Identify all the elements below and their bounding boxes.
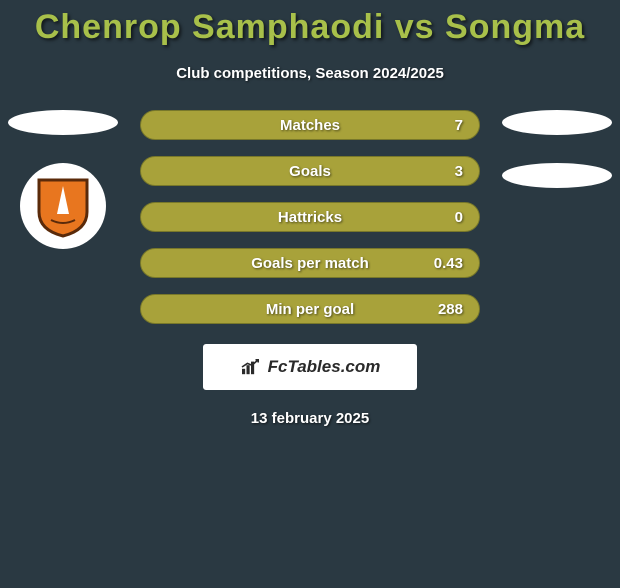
placeholder-ellipse <box>502 110 612 135</box>
stat-value: 7 <box>455 111 463 139</box>
stat-bar: Goals per match0.43 <box>140 248 480 278</box>
stat-value: 0 <box>455 203 463 231</box>
placeholder-ellipse <box>8 110 118 135</box>
content-area: Matches7Goals3Hattricks0Goals per match0… <box>0 110 620 324</box>
placeholder-ellipse <box>502 163 612 188</box>
stat-value: 3 <box>455 157 463 185</box>
left-column <box>8 110 118 249</box>
date-text: 13 february 2025 <box>0 410 620 427</box>
stat-label: Min per goal <box>141 295 479 323</box>
stat-label: Hattricks <box>141 203 479 231</box>
stat-label: Matches <box>141 111 479 139</box>
stat-value: 0.43 <box>434 249 463 277</box>
subtitle: Club competitions, Season 2024/2025 <box>0 65 620 82</box>
attribution-badge[interactable]: FcTables.com <box>203 344 417 390</box>
right-column <box>502 110 612 216</box>
stat-label: Goals <box>141 157 479 185</box>
stat-bar: Matches7 <box>140 110 480 140</box>
stat-bar: Min per goal288 <box>140 294 480 324</box>
attribution-text: FcTables.com <box>268 357 381 377</box>
stat-bar: Goals3 <box>140 156 480 186</box>
stat-value: 288 <box>438 295 463 323</box>
chart-icon <box>240 358 262 376</box>
club-shield-icon <box>35 174 91 238</box>
club-badge-left <box>20 163 106 249</box>
stat-label: Goals per match <box>141 249 479 277</box>
page-title: Chenrop Samphaodi vs Songma <box>0 8 620 47</box>
stat-bar: Hattricks0 <box>140 202 480 232</box>
stats-table: Matches7Goals3Hattricks0Goals per match0… <box>140 110 480 324</box>
